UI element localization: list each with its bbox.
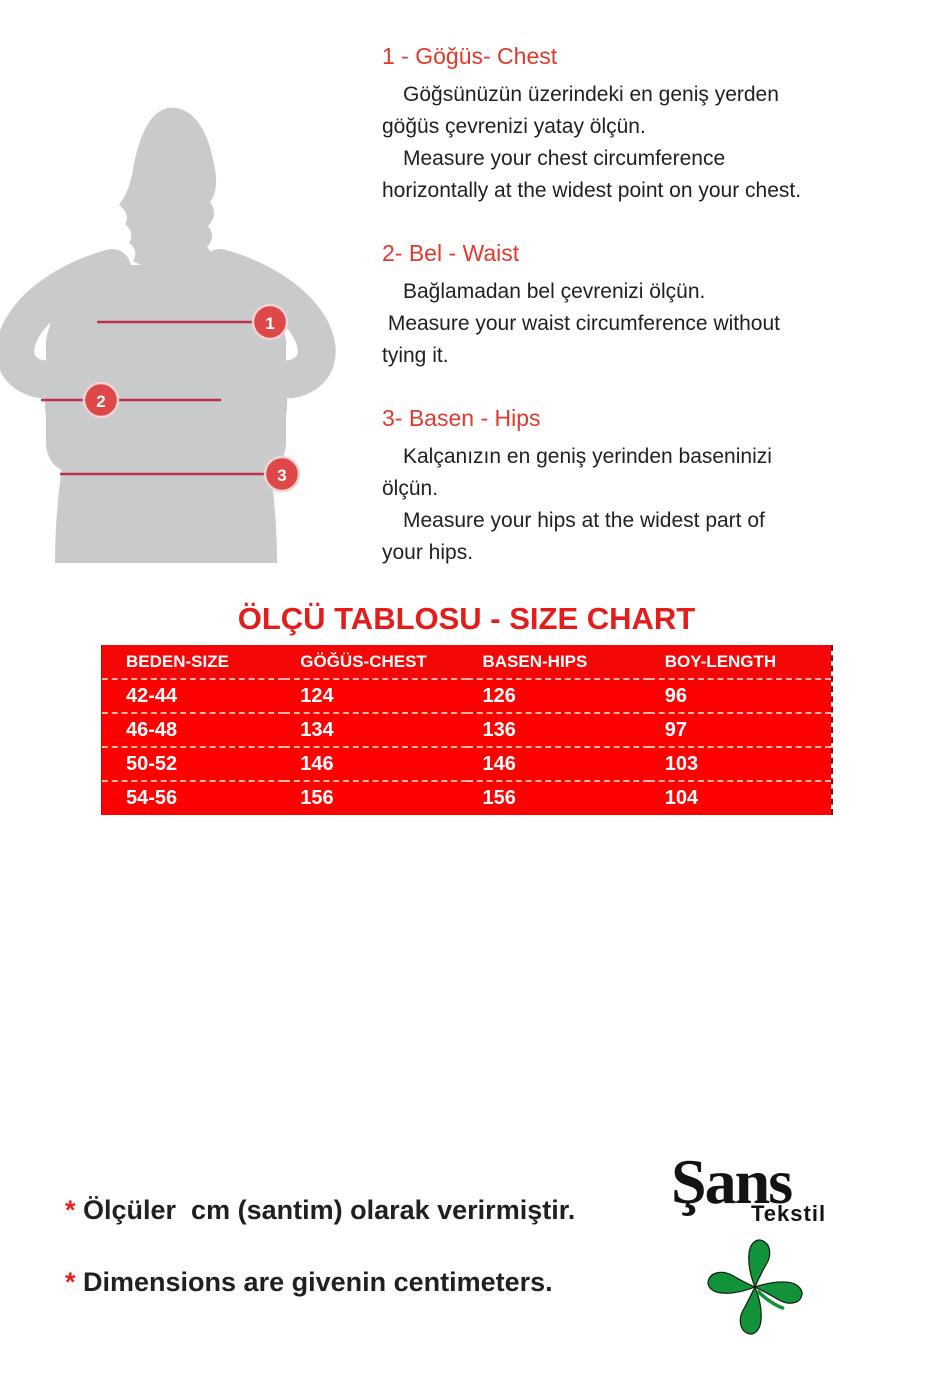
svg-text:1: 1 xyxy=(265,314,274,333)
svg-text:2: 2 xyxy=(96,392,105,411)
svg-text:3: 3 xyxy=(277,466,286,485)
